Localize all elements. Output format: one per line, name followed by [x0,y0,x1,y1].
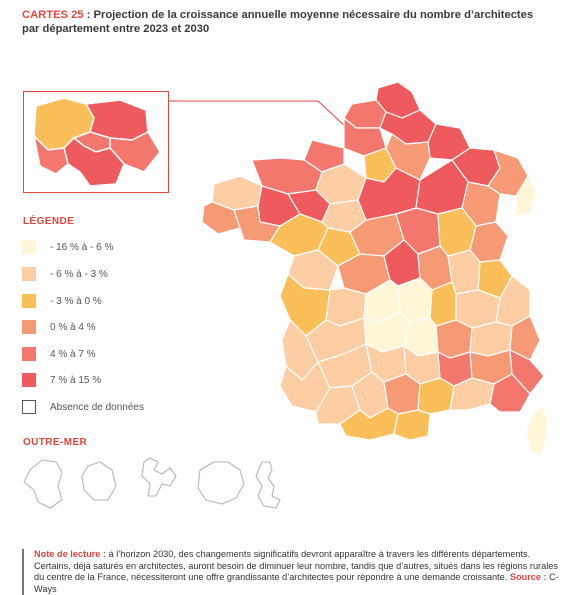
dept-puy-de-dome [429,281,457,327]
ile-de-france-inset [23,91,169,193]
reading-note: Note de lecture : à l’horizon 2030, des … [22,549,562,595]
legend-item-2: - 6 % à - 3 % [22,267,108,281]
legend-label: - 16 % à - 6 % [50,241,114,253]
legend-swatch [22,347,36,361]
legend-label: - 6 % à - 3 % [50,268,108,280]
dept-78 [32,133,69,175]
legend-item-7: Absence de données [22,400,144,414]
legend-item-3: - 3 % à 0 % [22,294,102,308]
dept-var [489,373,531,413]
dept-corse [525,405,549,457]
map-title-text: Projection de la croissance annuelle moy… [22,9,534,35]
inset-map [32,97,161,187]
legend-label: Absence de données [50,401,144,413]
legend-swatch [22,373,36,387]
legend-swatch [22,240,36,254]
dept-herault [417,377,455,415]
legend-item-4: 0 % à 4 % [22,320,96,334]
legend-label: 0 % à 4 % [50,321,96,333]
legend-label: 7 % à 15 % [50,374,102,386]
legend-label: - 3 % à 0 % [50,295,102,307]
map-title: CARTES 25 : Projection de la croissance … [22,9,534,35]
legend-swatch [22,294,36,308]
dept-savoie [509,315,541,361]
outre-mer-title: OUTRE-MER [23,437,88,448]
dept-loire [435,319,473,359]
dept-alpes-hautes [509,349,545,395]
legend-item-5: 4 % à 7 % [22,347,96,361]
source-label: Source : [509,572,547,582]
reading-note-lead: Note de lecture : [34,549,106,559]
legend-swatch [22,400,36,414]
dept-bas-rhin [487,149,529,197]
legend-item-6: 7 % à 15 % [22,373,101,387]
dept-pyrenees-orientales [393,409,431,441]
legend-swatch [22,320,36,334]
legend-label: 4 % à 7 % [50,348,96,360]
dept-haut-rhin [515,175,537,217]
legend-swatch [22,267,36,281]
dept-haute-garonne [383,373,421,415]
legend-item-1: - 16 % à - 6 % [22,240,113,254]
dept-aisne [379,109,437,145]
legend-title: LÉGENDE [23,216,75,227]
dept-91 [63,136,125,187]
map-tag: CARTES 25 [22,9,84,21]
reading-note-text: à l’horizon 2030, des changements signif… [34,549,558,582]
